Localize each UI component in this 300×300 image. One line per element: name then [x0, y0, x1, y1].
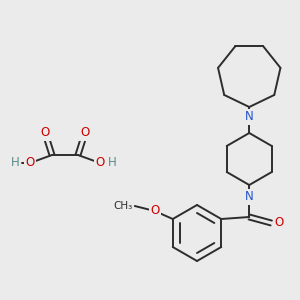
Text: O: O [95, 157, 105, 169]
Text: O: O [40, 127, 50, 140]
Text: N: N [245, 190, 254, 203]
Text: CH₃: CH₃ [113, 201, 133, 211]
Text: O: O [150, 205, 159, 218]
Text: O: O [274, 217, 284, 230]
Text: H: H [108, 157, 116, 169]
Text: O: O [26, 157, 34, 169]
Text: N: N [245, 110, 254, 124]
Text: O: O [80, 127, 90, 140]
Text: H: H [11, 157, 20, 169]
